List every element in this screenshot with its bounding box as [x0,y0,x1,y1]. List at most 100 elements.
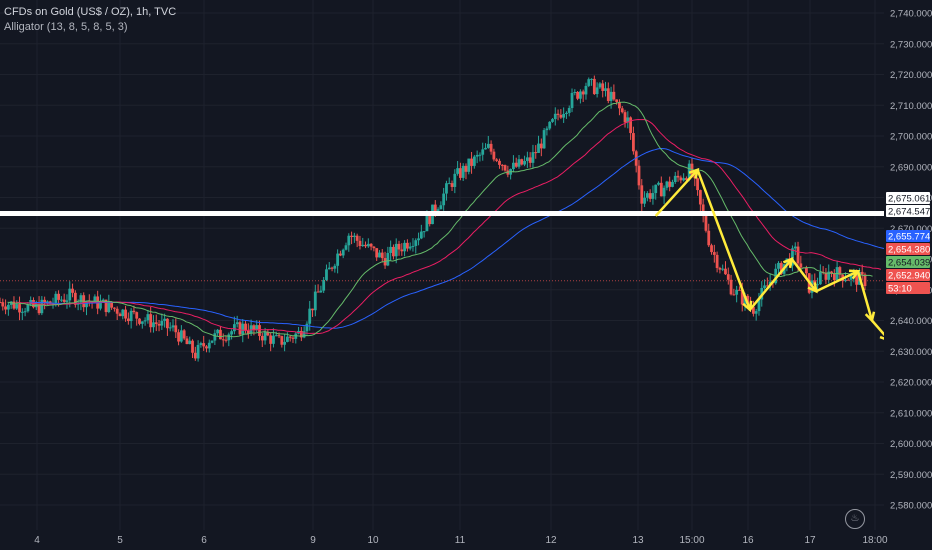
candle-body [537,143,540,153]
candle-down [498,158,501,169]
candle-down [724,261,727,275]
candle-body [805,267,808,274]
candle-up [662,185,666,204]
candle-body [500,164,504,166]
y-tick-label: 2,600.000 [890,439,932,450]
candle-up [578,89,582,104]
candle-up [129,308,133,329]
candle-down [676,170,680,182]
x-tick-label: 6 [201,535,207,546]
candle-down [592,75,596,95]
x-tick-label: 9 [310,535,316,546]
candle-body [662,187,666,197]
candle-body [313,291,317,311]
y-tick-label: 2,580.000 [890,501,932,512]
price-tag-label: 53:10 [888,284,912,295]
candle-down [299,327,303,342]
candle-body [277,335,281,337]
candle-down [470,151,473,174]
candle-body [182,330,186,339]
candle-body [327,267,331,270]
candle-body [339,253,342,256]
candle-body [227,334,231,341]
candle-body [73,292,77,305]
candle-down [350,231,353,245]
candle-down [648,189,652,203]
candle-up [453,169,457,194]
candle-body [12,301,16,309]
candle-down [623,109,627,128]
candle-down [135,311,139,326]
candle-down [288,335,292,342]
candle-body [676,175,680,178]
candle-down [246,323,250,339]
candle-down [193,346,197,361]
candle-up [146,309,150,324]
candle-up [352,232,356,243]
candle-body [138,318,141,324]
candle-up [472,154,476,169]
candle-body [729,279,733,295]
candle-down [500,164,504,171]
candle-body [344,245,348,250]
tradingview-logo-icon[interactable]: ♨ [845,509,865,529]
price-axis[interactable]: 2,740.000 2,730.000 2,720.000 2,710.000 2,70… [884,0,932,550]
annotation-zigzag[interactable] [654,168,874,321]
candle-body [629,117,633,134]
candle-body [403,242,406,252]
candle-body [330,267,334,269]
grid [0,0,884,530]
y-tick-label: 2,730.000 [890,39,932,50]
candle-body [6,304,10,310]
price-tag-bg [886,282,930,294]
candle-body [512,162,515,170]
candle-body [799,263,803,268]
time-axis-bg [0,530,932,550]
candle-body [450,183,454,187]
candle-up [562,107,566,123]
candle-body [765,285,769,287]
candle-down [459,162,462,181]
candle-down [528,152,532,168]
candle-body [757,299,761,312]
symbol-title[interactable]: CFDs on Gold (US$ / OZ), 1h, TVC [4,6,177,18]
candle-body [405,242,409,249]
candle-up [235,315,239,328]
candle-body [15,304,19,309]
candle-body [244,323,247,331]
alligator-jaw-line [30,147,885,329]
candle-down [71,283,74,298]
candle-up [665,180,669,191]
candle-up [643,191,646,208]
candle-body [531,152,535,163]
candle-body [470,158,473,166]
candle-body [255,325,259,330]
candle-up [294,331,298,344]
candle-up [604,81,607,97]
candle-down [364,241,367,249]
candle-body [740,290,744,305]
price-tag: 53:10 [886,282,930,295]
price-tag-label: 2,652.940 [888,271,930,282]
candle-body [777,262,780,269]
candle-body [442,193,446,206]
candle-down [534,145,538,159]
candle-body [99,301,102,309]
candle-body [637,165,641,186]
candle-body [352,235,356,237]
candle-up [389,240,393,261]
x-tick-label: 11 [455,535,466,546]
candle-down [358,235,362,250]
price-tag: 2,652.940 [886,269,930,282]
candle-body [336,253,340,266]
time-axis[interactable]: 4 5 6 9 10 11 12 13 15:00 16 17 18:00 [0,530,932,550]
indicator-legend[interactable]: Alligator (13, 8, 5, 8, 5, 3) [4,21,128,33]
candle-down [710,243,713,255]
candle-body [732,294,736,296]
candle-body [489,143,493,152]
candle-body [241,323,245,335]
candle-body [110,301,114,308]
y-tick-label: 2,610.000 [890,408,932,419]
